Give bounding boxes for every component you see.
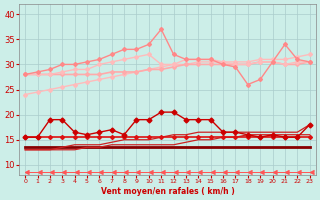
X-axis label: Vent moyen/en rafales ( km/h ): Vent moyen/en rafales ( km/h )	[100, 187, 234, 196]
